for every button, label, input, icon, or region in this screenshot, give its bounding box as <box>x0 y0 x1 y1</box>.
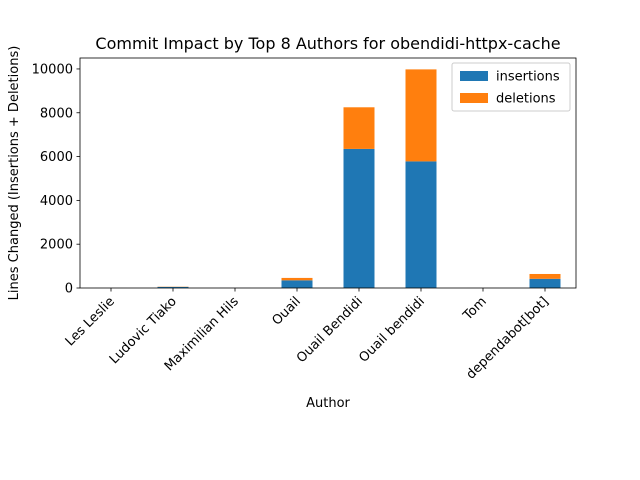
y-tick-label: 2000 <box>40 238 73 253</box>
y-tick-label: 8000 <box>40 106 73 121</box>
bar-deletions <box>529 273 561 279</box>
y-tick-label: 0 <box>65 282 73 297</box>
legend-label-insertions: insertions <box>496 70 560 85</box>
y-axis-label: Lines Changed (Insertions + Deletions) <box>7 46 22 301</box>
bar-deletions <box>281 277 313 281</box>
legend-swatch-deletions <box>460 93 488 103</box>
bar-deletions <box>405 69 437 162</box>
x-tick-label: Ouail Bendidi <box>294 294 366 366</box>
bar-insertions <box>157 286 189 288</box>
bar-insertions <box>405 161 437 288</box>
x-tick-label: Ouail bendidi <box>356 294 427 365</box>
bar-deletions <box>343 107 375 149</box>
y-tick-label: 4000 <box>40 194 73 209</box>
x-tick-label: Tom <box>460 294 490 324</box>
legend-label-deletions: deletions <box>496 92 556 107</box>
bar-insertions <box>343 148 375 288</box>
y-tick-label: 6000 <box>40 150 73 165</box>
bar-insertions <box>281 280 313 288</box>
legend: insertions deletions <box>451 62 571 112</box>
legend-swatch-insertions <box>460 71 488 81</box>
axes-frame <box>79 57 577 289</box>
x-tick-label: Les Leslie <box>63 294 118 349</box>
x-axis-label: Author <box>306 396 350 411</box>
bar-insertions <box>529 278 561 288</box>
chart-title: Commit Impact by Top 8 Authors for obend… <box>95 34 560 53</box>
x-tick-label: Ouail <box>269 294 303 328</box>
y-tick-label: 10000 <box>32 62 73 77</box>
